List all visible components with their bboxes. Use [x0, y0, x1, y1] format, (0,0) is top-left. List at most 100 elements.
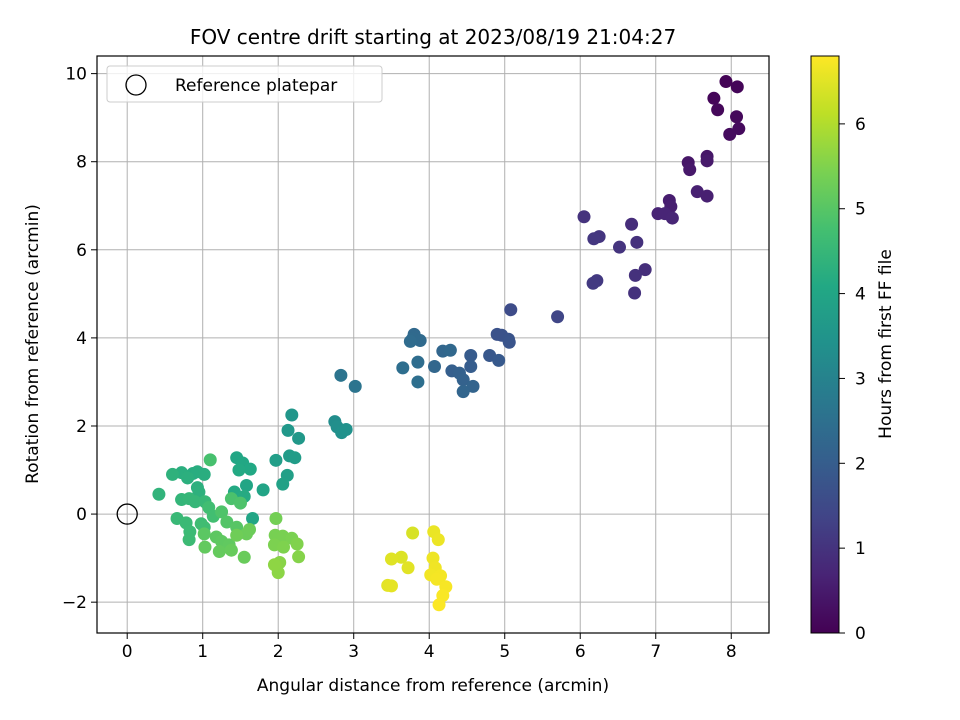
data-point [288, 451, 302, 465]
colorbar-gradient [810, 55, 840, 634]
colorbar-tick-label: 4 [855, 285, 866, 305]
chart-title: FOV centre drift starting at 2023/08/19 … [190, 25, 676, 49]
data-point [730, 80, 744, 94]
data-point [431, 533, 445, 547]
data-point [700, 189, 714, 203]
x-tick-label: 7 [650, 642, 661, 662]
axis-ticks: 0 1 2 3 4 5 6 7 8 −2 0 2 4 6 8 10 [62, 65, 737, 662]
colorbar-tick-label: 5 [855, 200, 866, 220]
data-point [630, 235, 644, 249]
data-point [197, 467, 211, 481]
data-point [285, 408, 299, 422]
data-point [240, 478, 254, 492]
data-point [723, 127, 737, 141]
data-point [243, 522, 257, 536]
data-point [401, 561, 415, 575]
data-point [230, 528, 244, 542]
data-point [504, 303, 518, 317]
data-point [406, 526, 420, 540]
data-point [290, 537, 304, 551]
data-point [269, 453, 283, 467]
grid-lines [97, 56, 769, 633]
data-point [707, 91, 721, 105]
data-point [166, 467, 180, 481]
colorbar-tick-label: 0 [855, 624, 866, 644]
data-point [612, 240, 626, 254]
data-point [464, 360, 478, 374]
data-point [224, 543, 238, 557]
data-point [212, 545, 226, 559]
data-point [233, 496, 247, 510]
data-point [232, 463, 246, 477]
data-point [466, 379, 480, 393]
x-tick-label: 5 [499, 642, 510, 662]
data-point [237, 550, 251, 564]
data-point [203, 453, 217, 467]
data-point [348, 379, 362, 393]
data-point [464, 349, 478, 363]
y-tick-label: 2 [76, 417, 87, 437]
data-point [586, 276, 600, 290]
colorbar-tick-label: 6 [855, 115, 866, 135]
data-point [700, 154, 714, 168]
data-point [638, 263, 652, 277]
data-point [683, 163, 697, 177]
data-points [116, 75, 746, 612]
y-tick-label: 8 [76, 153, 87, 173]
data-point [403, 334, 417, 348]
data-point [334, 368, 348, 382]
data-point [197, 527, 211, 541]
data-point [628, 268, 642, 282]
legend-box [106, 65, 383, 103]
data-point [267, 558, 281, 572]
data-point [690, 185, 704, 199]
data-point [152, 487, 166, 501]
data-point [411, 355, 425, 369]
data-point [711, 103, 725, 117]
x-tick-label: 2 [273, 642, 284, 662]
data-point [384, 552, 398, 566]
data-point [413, 334, 427, 348]
data-point [246, 511, 260, 525]
data-point [502, 335, 516, 349]
data-point [256, 483, 270, 497]
legend-entry-label: Reference platepar [175, 76, 337, 96]
data-point [276, 540, 290, 554]
data-point [188, 495, 202, 509]
data-point [426, 551, 440, 565]
data-point [396, 361, 410, 375]
x-tick-label: 6 [575, 642, 586, 662]
data-point [198, 540, 212, 554]
data-point [432, 598, 446, 612]
reference-platepar-marker [116, 503, 138, 525]
plot-frame [96, 55, 770, 634]
data-point [587, 232, 601, 246]
data-point [628, 286, 642, 300]
data-point [269, 511, 283, 525]
data-point [443, 343, 457, 357]
x-axis-label: Angular distance from reference (arcmin) [257, 676, 609, 696]
data-point [719, 75, 733, 89]
colorbar-ticks: 0 1 2 3 4 5 6 [839, 115, 866, 644]
data-point [182, 533, 196, 547]
y-tick-label: 10 [65, 65, 87, 85]
colorbar-tick-label: 1 [855, 539, 866, 559]
colorbar: 0 1 2 3 4 5 6 Hours from first FF file [810, 55, 896, 644]
data-point [456, 385, 470, 399]
data-point [730, 110, 744, 124]
data-point [339, 423, 353, 437]
data-point [276, 477, 290, 491]
colorbar-label: Hours from first FF file [876, 249, 896, 439]
data-point [292, 550, 306, 564]
x-tick-label: 0 [122, 642, 133, 662]
y-tick-label: 4 [76, 329, 87, 349]
data-point [411, 375, 425, 389]
data-point [281, 423, 295, 437]
data-point [215, 505, 229, 519]
data-point [625, 217, 639, 231]
colorbar-tick-label: 2 [855, 454, 866, 474]
data-point [665, 211, 679, 225]
colorbar-tick-label: 3 [855, 369, 866, 389]
x-tick-label: 4 [424, 642, 435, 662]
data-point [492, 353, 506, 367]
